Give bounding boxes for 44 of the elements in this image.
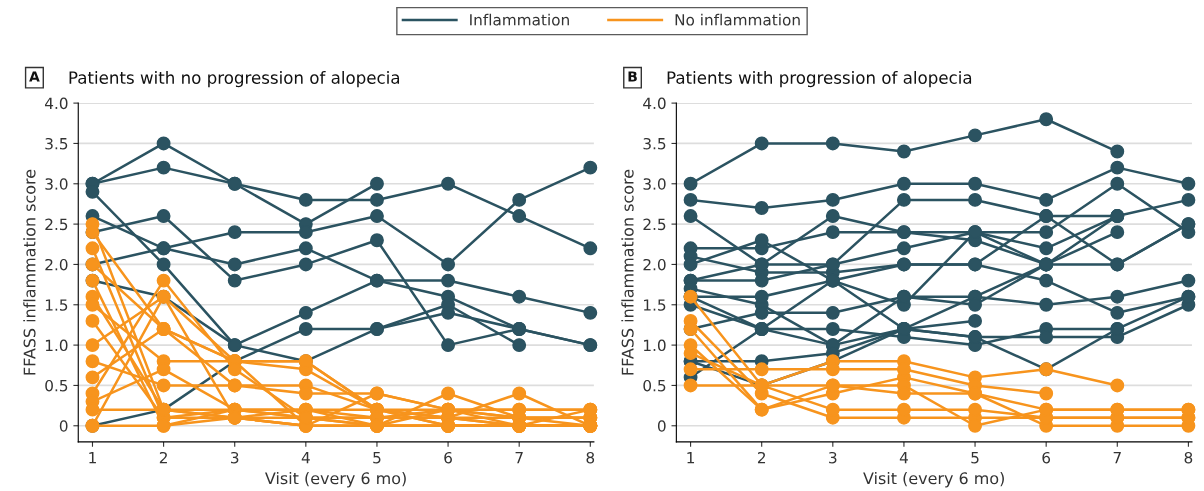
legend-label: No inflammation: [675, 13, 800, 26]
y-tick-label: 0.5: [643, 379, 666, 392]
x-tick-label: 4: [301, 452, 310, 464]
y-tick-label: 0: [59, 420, 68, 432]
y-axis-title: FFASS inflammation score: [621, 169, 634, 375]
x-axis-title: Visit (every 6 mo): [265, 471, 406, 488]
y-tick-label: 1.5: [644, 299, 666, 311]
x-tick-label: 1: [89, 452, 96, 464]
y-tick-label: 2.5: [45, 218, 68, 231]
chart-title: Patients with progression of alopecia: [667, 71, 972, 88]
y-tick-label: 3.5: [45, 137, 68, 150]
x-tick-label: 2: [757, 451, 766, 464]
x-axis-title: Visit (every 6 mo): [863, 471, 1004, 488]
y-tick-label: 1.0: [45, 339, 68, 352]
x-tick-label: 3: [829, 451, 837, 464]
y-tick-label: 2.0: [643, 258, 666, 271]
y-tick-label: 2.0: [45, 258, 68, 271]
legend-label: Inflammation: [470, 13, 569, 26]
x-tick-label: 4: [899, 452, 908, 464]
y-axis-title: FFASS inflammation score: [23, 169, 36, 375]
x-tick-label: 5: [971, 452, 979, 464]
y-tick-label: 1.0: [644, 339, 666, 352]
y-tick-label: 1.5: [45, 299, 68, 311]
y-tick-label: 3.5: [643, 137, 666, 150]
x-tick-label: 8: [586, 451, 595, 464]
y-tick-label: 2.5: [643, 218, 666, 231]
y-tick-label: 0.5: [45, 379, 68, 392]
chart-title: Patients with no progression of alopecia: [69, 71, 400, 88]
y-tick-label: 3.0: [643, 178, 666, 190]
x-tick-label: 3: [231, 451, 239, 464]
x-tick-label: 8: [1184, 451, 1193, 464]
text: B: [628, 71, 637, 82]
y-tick-label: 0: [657, 420, 666, 432]
x-tick-label: 6: [444, 451, 452, 464]
x-tick-label: 2: [159, 451, 167, 464]
text: A: [29, 71, 40, 82]
x-tick-label: 5: [373, 452, 381, 464]
y-tick-label: 4.0: [643, 97, 666, 110]
x-tick-label: 7: [515, 452, 523, 464]
y-tick-label: 4.0: [44, 97, 68, 110]
x-tick-label: 7: [1113, 452, 1121, 464]
y-tick-label: 3.0: [45, 178, 68, 190]
x-tick-label: 6: [1042, 451, 1051, 464]
x-tick-label: 1: [687, 452, 695, 464]
